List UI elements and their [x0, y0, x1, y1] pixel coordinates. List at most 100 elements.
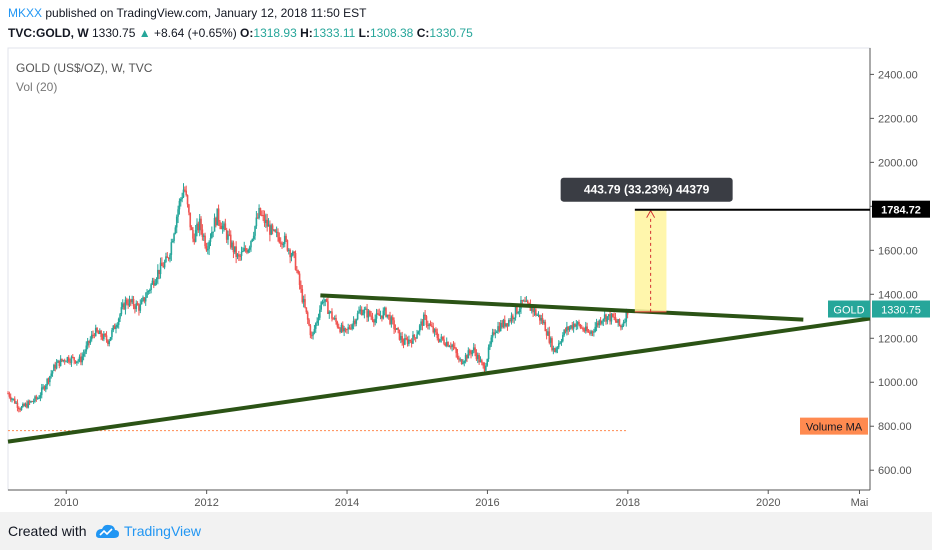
- candle-body: [414, 337, 417, 339]
- candle-body: [248, 247, 251, 250]
- candle-body: [491, 332, 494, 338]
- candle-body: [387, 314, 390, 316]
- candle-body: [277, 231, 279, 238]
- candle-body: [482, 362, 484, 366]
- candle-body: [505, 323, 507, 327]
- candle-body: [131, 299, 133, 303]
- candle-body: [240, 251, 243, 256]
- candle-body: [617, 319, 619, 323]
- candle-body: [494, 332, 497, 335]
- candle-body: [563, 329, 565, 336]
- candle-body: [333, 318, 336, 320]
- candle-body: [104, 333, 106, 336]
- candle-body: [24, 403, 27, 407]
- candle-body: [281, 242, 283, 245]
- candle-body: [599, 320, 602, 324]
- candle-body: [254, 226, 256, 236]
- candles: [7, 183, 629, 413]
- candle-body: [190, 227, 193, 230]
- candle-body: [435, 329, 437, 333]
- candle-body: [285, 235, 287, 241]
- candle-body: [228, 234, 231, 236]
- candle-body: [441, 336, 444, 340]
- candle-body: [71, 356, 74, 358]
- candle-body: [265, 219, 267, 223]
- candle-body: [560, 341, 563, 343]
- open-value: 1318.93: [253, 26, 297, 40]
- candle-body: [8, 393, 11, 397]
- candle-body: [328, 311, 331, 314]
- candle-body: [493, 332, 495, 335]
- candle-body: [510, 315, 513, 322]
- candle-body: [235, 246, 237, 257]
- time-tick-label: 2012: [194, 497, 218, 509]
- candle-body: [16, 402, 19, 408]
- time-tick-label: 2010: [54, 497, 78, 509]
- candle-body: [622, 322, 625, 326]
- candle-body: [278, 237, 281, 243]
- candle-body: [47, 378, 50, 383]
- candle-body: [96, 327, 98, 332]
- candle-body: [590, 331, 592, 334]
- candle-body: [466, 355, 468, 359]
- candle-body: [401, 336, 403, 343]
- candle-body: [611, 313, 614, 317]
- candle-body: [15, 402, 17, 404]
- author-name[interactable]: MKXX: [8, 6, 43, 20]
- candle-body: [458, 358, 460, 360]
- candle-body: [556, 347, 559, 349]
- candle-body: [416, 334, 418, 339]
- candle-body: [302, 299, 305, 303]
- time-tick-label: 2020: [756, 497, 780, 509]
- candle-body: [270, 225, 273, 235]
- candle-body: [548, 331, 551, 343]
- candle-body: [362, 313, 364, 315]
- candle-body: [455, 348, 457, 354]
- candle-body: [88, 340, 90, 344]
- candle-body: [115, 326, 117, 330]
- candle-body: [109, 337, 112, 341]
- time-tick-label: 2016: [475, 497, 499, 509]
- candle-body: [428, 324, 430, 326]
- tradingview-brand[interactable]: TradingView: [124, 523, 202, 539]
- candle-body: [371, 316, 374, 321]
- candle-body: [589, 332, 591, 334]
- current-price-label: 1330.75: [881, 305, 921, 317]
- candle-body: [28, 401, 31, 403]
- candle-body: [298, 273, 301, 285]
- candle-body: [420, 321, 422, 326]
- candle-body: [130, 299, 132, 303]
- candle-body: [282, 243, 285, 245]
- price-tick-label: 2400.00: [878, 69, 918, 81]
- candle-body: [540, 318, 543, 321]
- candle-body: [487, 347, 490, 360]
- candle-body: [367, 311, 370, 318]
- candle-body: [273, 229, 275, 231]
- candle-body: [224, 223, 227, 231]
- candle-body: [66, 357, 69, 362]
- candle-body: [462, 362, 464, 364]
- candle-body: [413, 334, 416, 338]
- candle-body: [359, 309, 362, 312]
- candle-body: [332, 318, 335, 320]
- candle-body: [377, 313, 379, 315]
- candle-body: [76, 361, 78, 364]
- price-chart[interactable]: 2400.002200.002000.001800.001600.001400.…: [0, 0, 932, 512]
- candle-body: [400, 336, 402, 340]
- candle-body: [113, 325, 116, 330]
- candle-body: [215, 217, 217, 226]
- candle-body: [17, 407, 20, 409]
- candle-body: [238, 254, 240, 256]
- candle-body: [427, 325, 429, 327]
- candle-body: [559, 342, 561, 344]
- candle-body: [537, 314, 540, 316]
- candle-body: [167, 257, 170, 260]
- candle-body: [308, 319, 310, 326]
- candle-body: [194, 230, 197, 242]
- candle-body: [486, 359, 489, 366]
- close-value: 1330.75: [429, 26, 473, 40]
- candle-body: [200, 218, 202, 230]
- candle-body: [390, 317, 393, 325]
- candle-body: [497, 326, 499, 332]
- candle-body: [320, 302, 322, 310]
